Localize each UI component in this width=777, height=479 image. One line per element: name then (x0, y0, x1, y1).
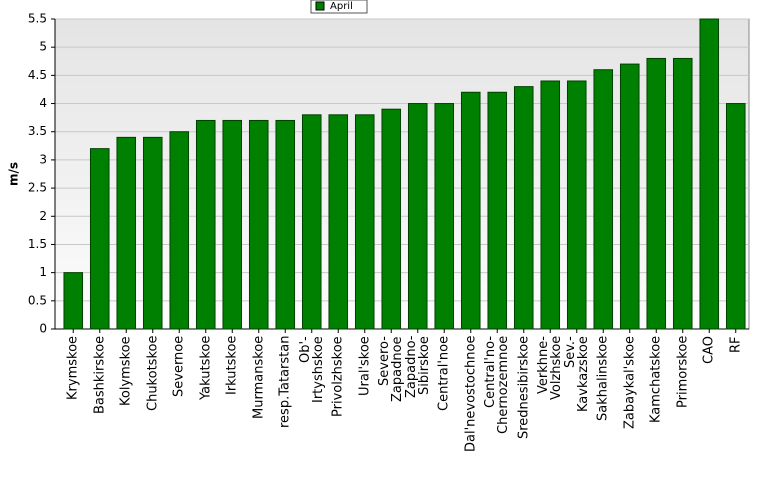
bar (63, 272, 84, 330)
y-tick-label: 1 (39, 265, 47, 279)
y-tick-label: 4.5 (28, 68, 47, 82)
x-tick-label: Yakutskoe (198, 336, 214, 401)
x-tick-label: Chukotskoe (145, 336, 161, 412)
bar (513, 86, 534, 330)
y-tick-label: 5.5 (28, 12, 47, 26)
bar (222, 119, 243, 330)
y-tick-label: 5 (39, 40, 47, 54)
bar (142, 136, 163, 330)
x-tick-label: Central'no- Chernozemnoe (483, 336, 512, 435)
x-tick-label: Zabaykal'skoe (622, 336, 638, 430)
bar (646, 57, 667, 330)
y-tick-label: 2.5 (28, 181, 47, 195)
y-tick-label: 4 (39, 96, 47, 110)
y-tick-label: 0.5 (28, 293, 47, 307)
x-tick-label: Ob'- Irtyshskoe (297, 336, 326, 403)
x-tick-label: Zapadno- Sibirskoe (403, 336, 432, 399)
bar (195, 119, 216, 330)
bar (275, 119, 296, 330)
x-tick-label: Srednesibirskoe (516, 336, 532, 440)
bar (354, 114, 375, 330)
x-tick-label: Irkutskoe (224, 336, 240, 396)
x-tick-label: Kolymskoe (118, 336, 134, 406)
x-tick-label: Central'noe (436, 336, 452, 412)
bar (301, 114, 322, 330)
bar (672, 57, 693, 330)
x-tick-label: Sakhalinskoe (595, 336, 611, 422)
x-tick-label: Severnoe (171, 336, 187, 398)
x-tick-label: Murmanskoe (251, 336, 267, 420)
x-tick-label: Verkhne- Volzhskoe (536, 336, 565, 401)
bar (540, 80, 561, 330)
x-tick-label: Krymskoe (65, 336, 81, 401)
bar (566, 80, 587, 330)
x-tick-label: CAO (701, 336, 717, 364)
bar (487, 91, 508, 330)
bar (116, 136, 137, 330)
legend-swatch (315, 1, 325, 11)
bar (328, 114, 349, 330)
bar (381, 108, 402, 330)
y-tick-label: 2 (39, 209, 47, 223)
x-tick-label: resp.Tatarstan (277, 336, 293, 429)
bar (248, 119, 269, 330)
bar (619, 63, 640, 330)
legend: April (310, 0, 368, 14)
bar (407, 103, 428, 330)
legend-label: April (330, 1, 353, 12)
y-tick-label: 1.5 (28, 237, 47, 251)
y-tick-label: 0 (39, 322, 47, 336)
x-tick-label: Privolzhskoe (330, 336, 346, 417)
y-tick-label: 3.5 (28, 124, 47, 138)
bar (169, 131, 190, 330)
bar (434, 103, 455, 330)
x-tick-label: Severo- Zapadnoe (377, 336, 406, 402)
x-tick-label: Kamchatskoe (648, 336, 664, 424)
x-tick-label: Primorskoe (675, 336, 691, 409)
x-tick-label: Sev.- Kavkazskoe (562, 336, 591, 412)
bar (725, 103, 746, 330)
y-tick-label: 3 (39, 152, 47, 166)
bar (593, 69, 614, 330)
x-tick-label: Dal'nevostochnoe (463, 336, 479, 453)
x-tick-label: RF (728, 336, 744, 353)
y-axis-label: m/s (7, 162, 21, 186)
x-tick-label: Ural'skoe (357, 336, 373, 396)
bar (460, 91, 481, 330)
x-tick-label: Bashkirskoe (92, 336, 108, 415)
bar (699, 18, 720, 330)
legend-box (310, 0, 368, 14)
bar (89, 148, 110, 330)
